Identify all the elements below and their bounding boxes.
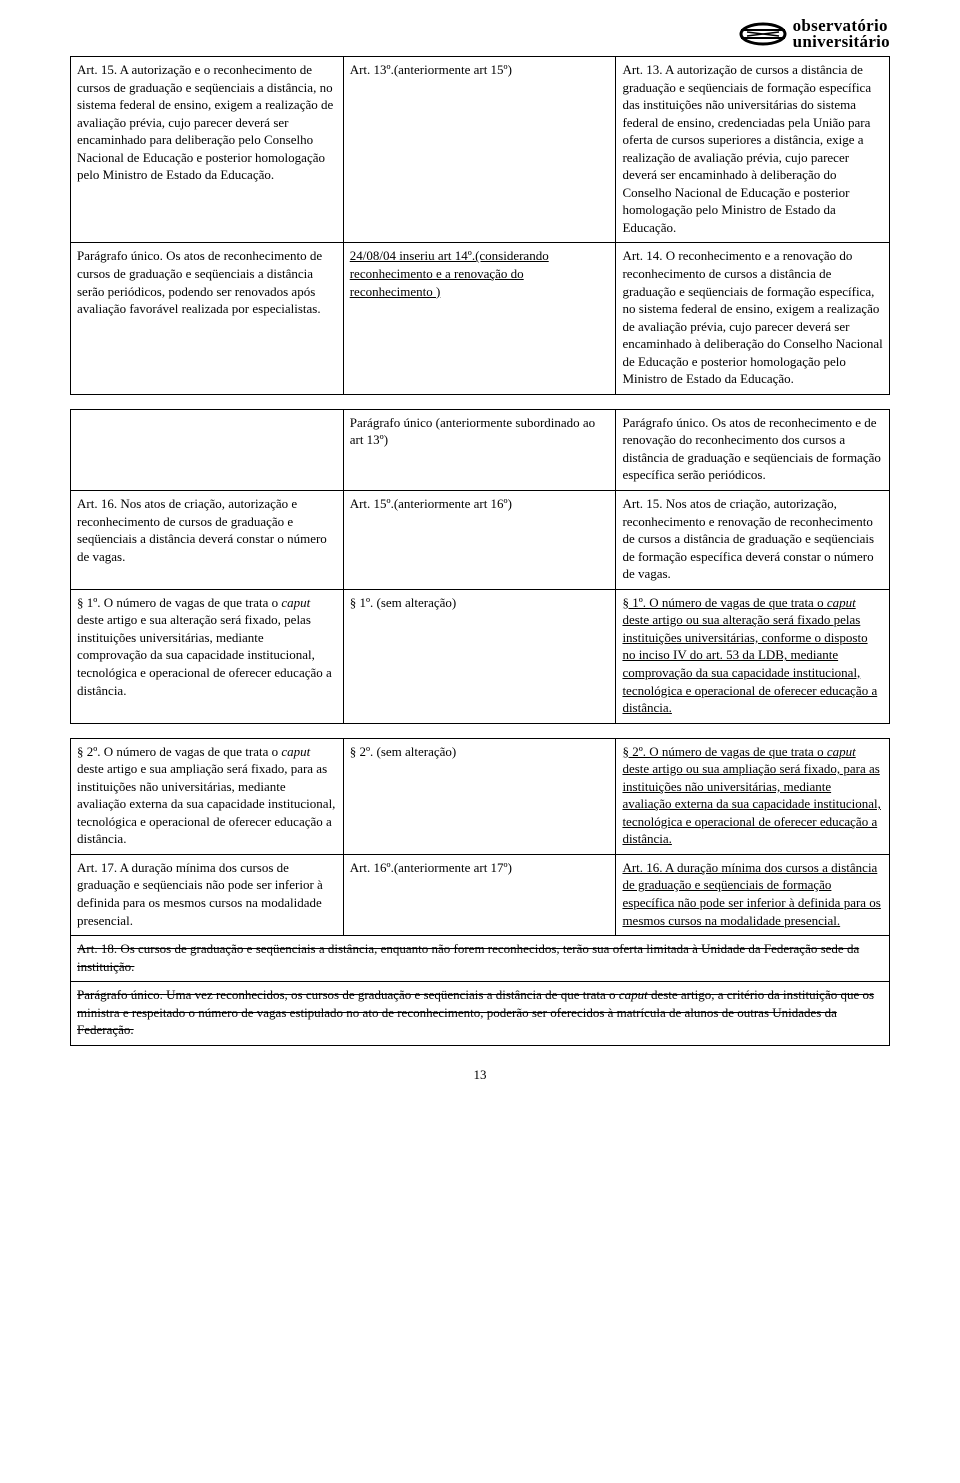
comparison-table: Art. 15. A autorização e o reconheciment… — [70, 56, 890, 395]
logo-text: observatório universitário — [793, 18, 890, 49]
table-cell: Parágrafo único. Uma vez reconhecidos, o… — [71, 982, 890, 1046]
table-row: Parágrafo único (anteriormente subordina… — [71, 409, 890, 490]
table-cell: Art. 13. A autorização de cursos a distâ… — [616, 57, 890, 243]
table-cell: § 2º. (sem alteração) — [343, 738, 616, 854]
table-cell: Art. 17. A duração mínima dos cursos de … — [71, 854, 344, 935]
comparison-table: § 2º. O número de vagas de que trata o c… — [70, 738, 890, 1046]
table-row: Parágrafo único. Uma vez reconhecidos, o… — [71, 982, 890, 1046]
table-cell: Art. 16º.(anteriormente art 17º) — [343, 854, 616, 935]
logo-line2: universitário — [793, 34, 890, 50]
table-cell: § 2º. O número de vagas de que trata o c… — [616, 738, 890, 854]
table-cell: § 1º. O número de vagas de que trata o c… — [616, 589, 890, 723]
table-row: Art. 15. A autorização e o reconheciment… — [71, 57, 890, 243]
table-cell: § 1º. O número de vagas de que trata o c… — [71, 589, 344, 723]
table-cell: Art. 15º.(anteriormente art 16º) — [343, 491, 616, 590]
table-cell: § 2º. O número de vagas de que trata o c… — [71, 738, 344, 854]
table-cell: Art. 15. Nos atos de criação, autorizaçã… — [616, 491, 890, 590]
table-row: § 1º. O número de vagas de que trata o c… — [71, 589, 890, 723]
table-cell: Art. 15. A autorização e o reconheciment… — [71, 57, 344, 243]
table-cell: Art. 13º.(anteriormente art 15º) — [343, 57, 616, 243]
table-cell — [71, 409, 344, 490]
table-cell: Parágrafo único. Os atos de reconhecimen… — [616, 409, 890, 490]
header-logo-row: observatório universitário — [70, 18, 890, 50]
table-row: § 2º. O número de vagas de que trata o c… — [71, 738, 890, 854]
table-row: Parágrafo único. Os atos de reconhecimen… — [71, 243, 890, 394]
table-row: Art. 16. Nos atos de criação, autorizaçã… — [71, 491, 890, 590]
table-cell: Art. 18. Os cursos de graduação e seqüen… — [71, 936, 890, 982]
table-cell: Art. 16. Nos atos de criação, autorizaçã… — [71, 491, 344, 590]
page-number: 13 — [70, 1066, 890, 1084]
table-cell: Art. 16. A duração mínima dos cursos a d… — [616, 854, 890, 935]
table-cell: Parágrafo único. Os atos de reconhecimen… — [71, 243, 344, 394]
table-row: Art. 18. Os cursos de graduação e seqüen… — [71, 936, 890, 982]
logo: observatório universitário — [739, 18, 890, 50]
tables-container: Art. 15. A autorização e o reconheciment… — [70, 56, 890, 1046]
table-row: Art. 17. A duração mínima dos cursos de … — [71, 854, 890, 935]
logo-mark-icon — [739, 18, 787, 50]
table-cell: Art. 14. O reconhecimento e a renovação … — [616, 243, 890, 394]
table-cell: Parágrafo único (anteriormente subordina… — [343, 409, 616, 490]
comparison-table: Parágrafo único (anteriormente subordina… — [70, 409, 890, 724]
table-cell: 24/08/04 inseriu art 14º.(considerando r… — [343, 243, 616, 394]
table-cell: § 1º. (sem alteração) — [343, 589, 616, 723]
